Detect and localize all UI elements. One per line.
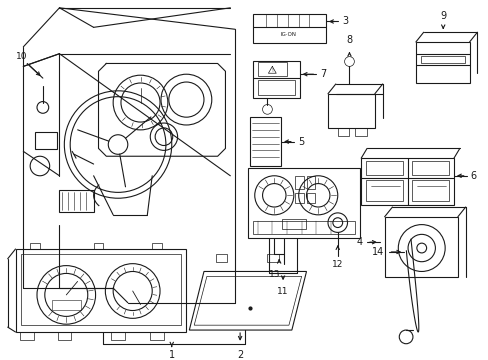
Bar bbox=[411, 161, 448, 175]
Bar bbox=[252, 60, 299, 98]
Bar bbox=[52, 300, 81, 310]
Bar bbox=[327, 94, 374, 128]
Bar bbox=[355, 128, 366, 136]
Text: 7: 7 bbox=[320, 69, 326, 79]
Bar bbox=[306, 193, 315, 203]
Bar bbox=[257, 63, 286, 76]
Bar bbox=[294, 193, 303, 203]
Text: 14: 14 bbox=[372, 247, 384, 257]
Bar bbox=[294, 176, 303, 189]
Text: 8: 8 bbox=[346, 35, 352, 45]
Bar bbox=[252, 221, 355, 234]
Bar bbox=[420, 56, 464, 63]
Bar bbox=[58, 332, 71, 340]
Text: 11: 11 bbox=[277, 287, 288, 296]
Bar bbox=[60, 190, 93, 212]
Bar bbox=[252, 14, 325, 43]
Bar bbox=[282, 219, 305, 229]
Bar bbox=[247, 168, 360, 238]
Text: 6: 6 bbox=[469, 171, 476, 181]
Text: 13: 13 bbox=[268, 270, 280, 279]
Text: 2: 2 bbox=[237, 350, 243, 360]
Bar bbox=[35, 132, 57, 149]
Text: 12: 12 bbox=[331, 260, 343, 269]
Bar bbox=[21, 254, 180, 325]
Text: IG·ON: IG·ON bbox=[281, 32, 296, 37]
Bar bbox=[150, 332, 163, 340]
Text: 10: 10 bbox=[16, 51, 27, 60]
Bar bbox=[20, 332, 34, 340]
Bar bbox=[337, 128, 349, 136]
Bar bbox=[249, 117, 281, 166]
Bar bbox=[306, 176, 315, 189]
Text: !: ! bbox=[271, 68, 273, 73]
Bar bbox=[267, 254, 279, 262]
Bar bbox=[93, 243, 103, 249]
Bar bbox=[152, 243, 162, 249]
Bar bbox=[16, 249, 186, 332]
Text: 4: 4 bbox=[356, 237, 363, 247]
Bar bbox=[411, 180, 448, 201]
Bar bbox=[30, 243, 40, 249]
Text: 1: 1 bbox=[168, 350, 174, 360]
Bar bbox=[111, 332, 124, 340]
Bar bbox=[361, 158, 453, 205]
Bar bbox=[257, 80, 294, 95]
Text: 5: 5 bbox=[297, 136, 304, 147]
Bar bbox=[415, 42, 468, 83]
Bar bbox=[384, 217, 457, 277]
Bar bbox=[366, 180, 403, 201]
Bar bbox=[215, 254, 227, 262]
Bar bbox=[366, 161, 403, 175]
Text: 3: 3 bbox=[342, 17, 348, 27]
Text: 9: 9 bbox=[439, 12, 446, 22]
